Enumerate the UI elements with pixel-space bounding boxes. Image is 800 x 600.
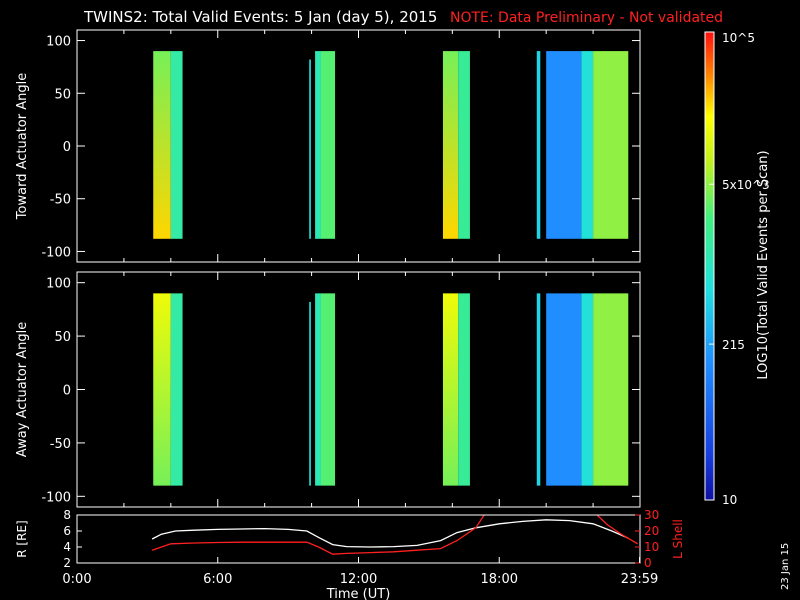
y-axis-label-left: R [RE] [15, 520, 29, 557]
y-tick-label: 0 [63, 140, 71, 155]
plot-frame [76, 514, 641, 564]
y-axis-label: Away Actuator Angle [15, 322, 30, 457]
y-right-tick-label: 30 [644, 508, 659, 522]
heatmap-block [309, 301, 311, 486]
y-tick-label: -50 [50, 193, 71, 208]
heatmap-block [536, 51, 541, 239]
heatmap-block [315, 293, 321, 486]
l-shell-line [151, 515, 485, 555]
r-re-line [151, 519, 629, 548]
x-tick-label: 23:59 [621, 572, 658, 587]
y-tick-label: -50 [50, 437, 71, 452]
y-tick-label: 8 [63, 508, 71, 522]
colorbar-label: LOG10(Total Valid Events per Scan) [756, 150, 771, 379]
y-tick-label: -100 [41, 245, 71, 260]
y-right-tick-label: 20 [644, 524, 659, 538]
chart-title: TWINS2: Total Valid Events: 5 Jan (day 5… [83, 8, 437, 26]
heatmap-block [593, 51, 629, 239]
heatmap-block [581, 51, 594, 239]
preliminary-note: NOTE: Data Preliminary - Not validated [450, 10, 723, 26]
heatmap-block [546, 51, 582, 239]
heatmap-block [536, 293, 541, 486]
x-tick-label: 0:00 [62, 572, 91, 587]
y-axis-label: Toward Actuator Angle [15, 73, 30, 220]
heatmap-block [458, 293, 470, 486]
heatmap-block [153, 293, 171, 486]
x-tick-label: 18:00 [481, 572, 518, 587]
y-tick-label: 6 [63, 524, 71, 538]
colorbar: 10^5 5x10^3 215 10 LOG10(Total Valid Events… [704, 31, 771, 507]
date-stamp: 23 Jan 15 [780, 543, 791, 590]
y-tick-label: -100 [41, 490, 71, 505]
y-axis-label-right: L Shell [671, 519, 685, 559]
heatmap-block [581, 293, 594, 486]
y-tick-label: 50 [54, 87, 71, 102]
y-right-tick-label: 0 [644, 556, 652, 570]
colorbar-tick-label: 10^5 [722, 31, 755, 45]
heatmap-block [442, 51, 459, 239]
y-tick-label: 4 [63, 540, 71, 554]
colorbar-tick-label: 215 [722, 338, 745, 352]
y-right-tick-label: 10 [644, 540, 659, 554]
y-tick-label: 100 [46, 35, 71, 50]
x-tick-label: 12:00 [340, 572, 377, 587]
x-tick-label: 6:00 [203, 572, 232, 587]
y-tick-label: 2 [63, 556, 71, 570]
x-axis-label: Time (UT) [326, 587, 391, 600]
y-tick-label: 50 [54, 330, 71, 345]
heatmap-block [442, 293, 459, 486]
colorbar-tick-label: 5x10^3 [722, 178, 770, 192]
toward-angle-panel: -100 -50 0 50 100 Toward Actuator Angle [15, 29, 641, 263]
heatmap-block [153, 51, 171, 239]
heatmap-block [546, 293, 582, 486]
orbit-panel: 2 4 6 8 0 10 20 30 0:00 6:00 12:00 18:00 23:59 Time (… [15, 508, 685, 600]
heatmap-block [170, 51, 183, 239]
y-tick-label: 100 [46, 277, 71, 292]
heatmap-block [320, 51, 336, 239]
heatmap-block [593, 293, 629, 486]
heatmap-block [315, 51, 321, 239]
l-shell-line [596, 515, 639, 545]
colorbar-gradient [704, 31, 715, 501]
away-angle-panel: -100 -50 0 50 100 Away Actuator Angle [15, 271, 641, 508]
y-tick-label: 0 [63, 384, 71, 399]
heatmap-block [309, 59, 311, 239]
heatmap-block [320, 293, 336, 486]
heatmap-block [458, 51, 470, 239]
colorbar-tick-label: 10 [722, 493, 737, 507]
heatmap-block [170, 293, 183, 486]
